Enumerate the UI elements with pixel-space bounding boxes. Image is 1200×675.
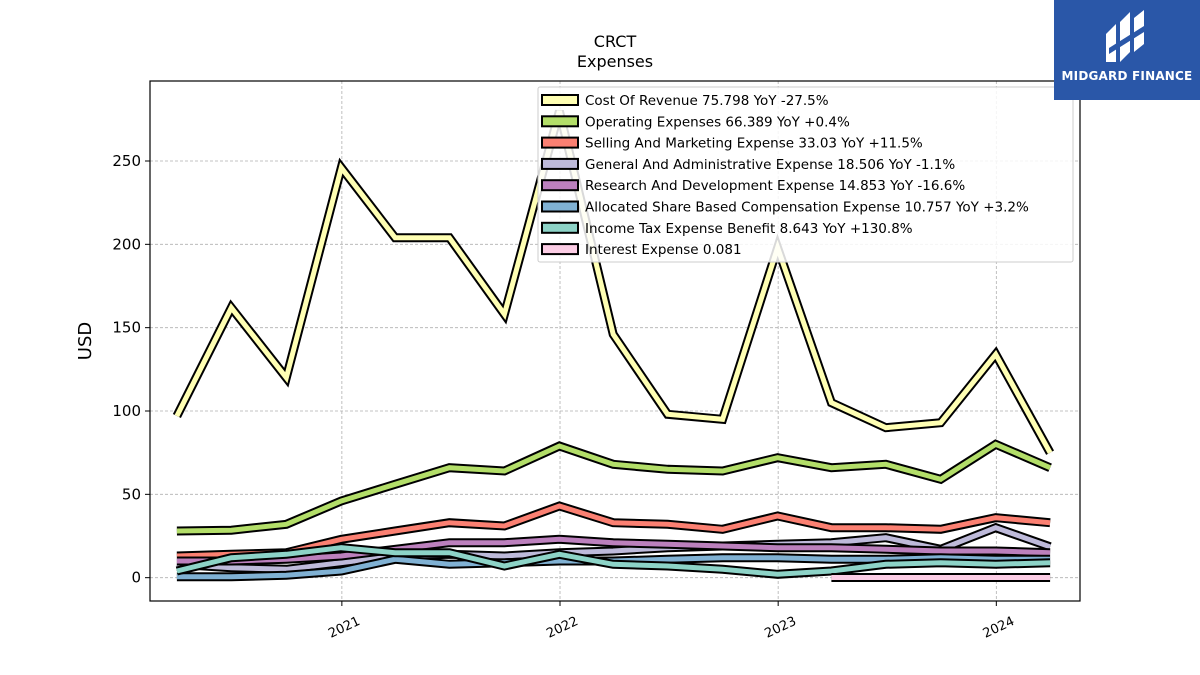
series-line-6 xyxy=(175,543,1051,579)
x-tick-label: 2024 xyxy=(981,614,1017,642)
series-line-3 xyxy=(176,522,1052,574)
y-tick-label: 150 xyxy=(112,319,141,337)
y-tick-label: 100 xyxy=(112,402,141,420)
plot-frame xyxy=(149,80,1081,602)
series-stroke xyxy=(176,545,1051,577)
chart-title: CRCT xyxy=(593,32,637,51)
legend-label: Interest Expense 0.081 xyxy=(585,242,742,258)
x-tick-label: 2023 xyxy=(763,614,799,642)
series-line-2 xyxy=(176,501,1051,561)
x-tick-label: 2022 xyxy=(544,614,580,642)
legend-label: Research And Development Expense 14.853 … xyxy=(585,178,965,194)
legend-swatch xyxy=(541,136,579,149)
legend-label: Cost Of Revenue 75.798 YoY -27.5% xyxy=(585,93,829,109)
series-line-0 xyxy=(172,109,1055,455)
legend-swatch xyxy=(541,157,579,170)
y-tick-label: 0 xyxy=(131,569,141,587)
series-stroke xyxy=(174,110,1053,454)
midgard-logo-icon xyxy=(1106,10,1144,62)
series-stroke xyxy=(176,503,1051,559)
x-tick-label: 2021 xyxy=(326,614,362,642)
legend-label: Selling And Marketing Expense 33.03 YoY … xyxy=(585,136,923,152)
series-stroke xyxy=(176,525,1051,572)
logo-text: MIDGARD FINANCE xyxy=(1061,69,1193,83)
series-stroke xyxy=(176,441,1052,534)
series-line-4 xyxy=(176,534,1051,566)
chart-subtitle: Expenses xyxy=(576,52,654,71)
y-tick-label: 50 xyxy=(122,485,141,503)
legend-label: General And Administrative Expense 18.50… xyxy=(585,157,955,173)
legend-label: Allocated Share Based Compensation Expen… xyxy=(585,200,1029,216)
y-tick-label: 200 xyxy=(112,235,141,253)
legend-swatch xyxy=(541,200,579,213)
series-stroke xyxy=(176,536,1051,564)
y-tick-label: 250 xyxy=(112,152,141,170)
legend-swatch xyxy=(541,115,579,128)
legend-box xyxy=(537,86,1074,263)
series-line-1 xyxy=(176,439,1052,536)
series-outline xyxy=(176,439,1052,536)
legend-swatch xyxy=(541,94,579,106)
legend-label: Operating Expenses 66.389 YoY +0.4% xyxy=(585,114,850,130)
legend-swatch xyxy=(541,243,579,256)
y-axis-label: USD xyxy=(75,322,96,360)
legend-label: Income Tax Expense Benefit 8.643 YoY +13… xyxy=(585,221,913,237)
midgard-finance-logo: MIDGARD FINANCE xyxy=(1054,0,1200,100)
legend-swatch xyxy=(541,179,579,192)
legend-swatch xyxy=(541,221,579,234)
